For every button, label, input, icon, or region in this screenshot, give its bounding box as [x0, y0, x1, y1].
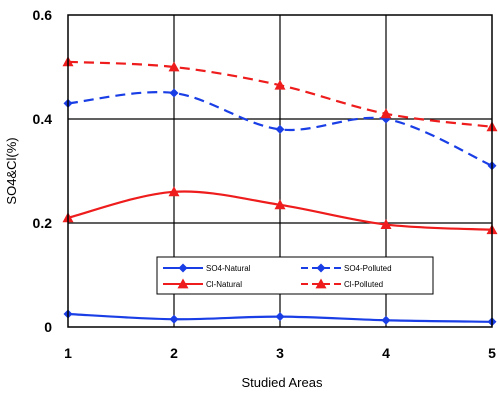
x-tick-label: 3 [276, 345, 284, 361]
data-point-cl-polluted [274, 79, 286, 90]
legend-entry-cl-natural: Cl-Natural [163, 278, 242, 289]
legend-entry-so4-natural: SO4-Natural [163, 263, 251, 273]
data-point-so4-natural [275, 312, 285, 322]
data-point-cl-natural [168, 186, 180, 197]
y-tick-label: 0 [44, 319, 52, 335]
x-tick-label: 4 [382, 345, 390, 361]
data-point-so4-natural [169, 314, 179, 324]
legend-marker [177, 278, 189, 289]
legend-box [156, 256, 434, 295]
data-point-so4-natural [381, 315, 391, 325]
data-point-so4-polluted [275, 124, 285, 134]
y-axis-title: SO4&Cl(%) [4, 137, 19, 204]
y-tick-label: 0.6 [33, 7, 53, 23]
y-tick-label: 0.4 [33, 111, 53, 127]
legend-marker [178, 263, 188, 273]
data-point-cl-polluted [168, 61, 180, 72]
legend-entry-cl-polluted: Cl-Polluted [301, 278, 383, 289]
plot-area-frame [67, 14, 493, 328]
x-tick-label: 2 [170, 345, 178, 361]
data-point-cl-natural [380, 219, 392, 229]
x-tick-label: 5 [488, 345, 496, 361]
series-line-so4-polluted [67, 91, 493, 167]
data-point-cl-polluted [380, 108, 392, 119]
legend-label: Cl-Polluted [344, 280, 383, 289]
legend-marker [316, 263, 326, 273]
series-layer [62, 56, 498, 327]
legend: SO4-Natural SO4-Polluted Cl-Natural Cl-Poll… [156, 256, 434, 295]
legend-label: SO4-Polluted [344, 264, 392, 273]
legend-label: Cl-Natural [206, 280, 242, 289]
y-tick-label: 0.2 [33, 215, 53, 231]
y-axis-ticks: 0 0.2 0.4 0.6 [33, 7, 53, 335]
legend-entry-so4-polluted: SO4-Polluted [301, 263, 392, 273]
data-point-cl-natural [274, 199, 286, 210]
legend-marker [315, 278, 327, 289]
x-tick-label: 1 [64, 345, 72, 361]
x-axis-title: Studied Areas [242, 375, 323, 390]
x-axis-ticks: 1 2 3 4 5 [64, 345, 496, 361]
data-point-so4-polluted [169, 88, 179, 98]
legend-label: SO4-Natural [206, 264, 251, 273]
